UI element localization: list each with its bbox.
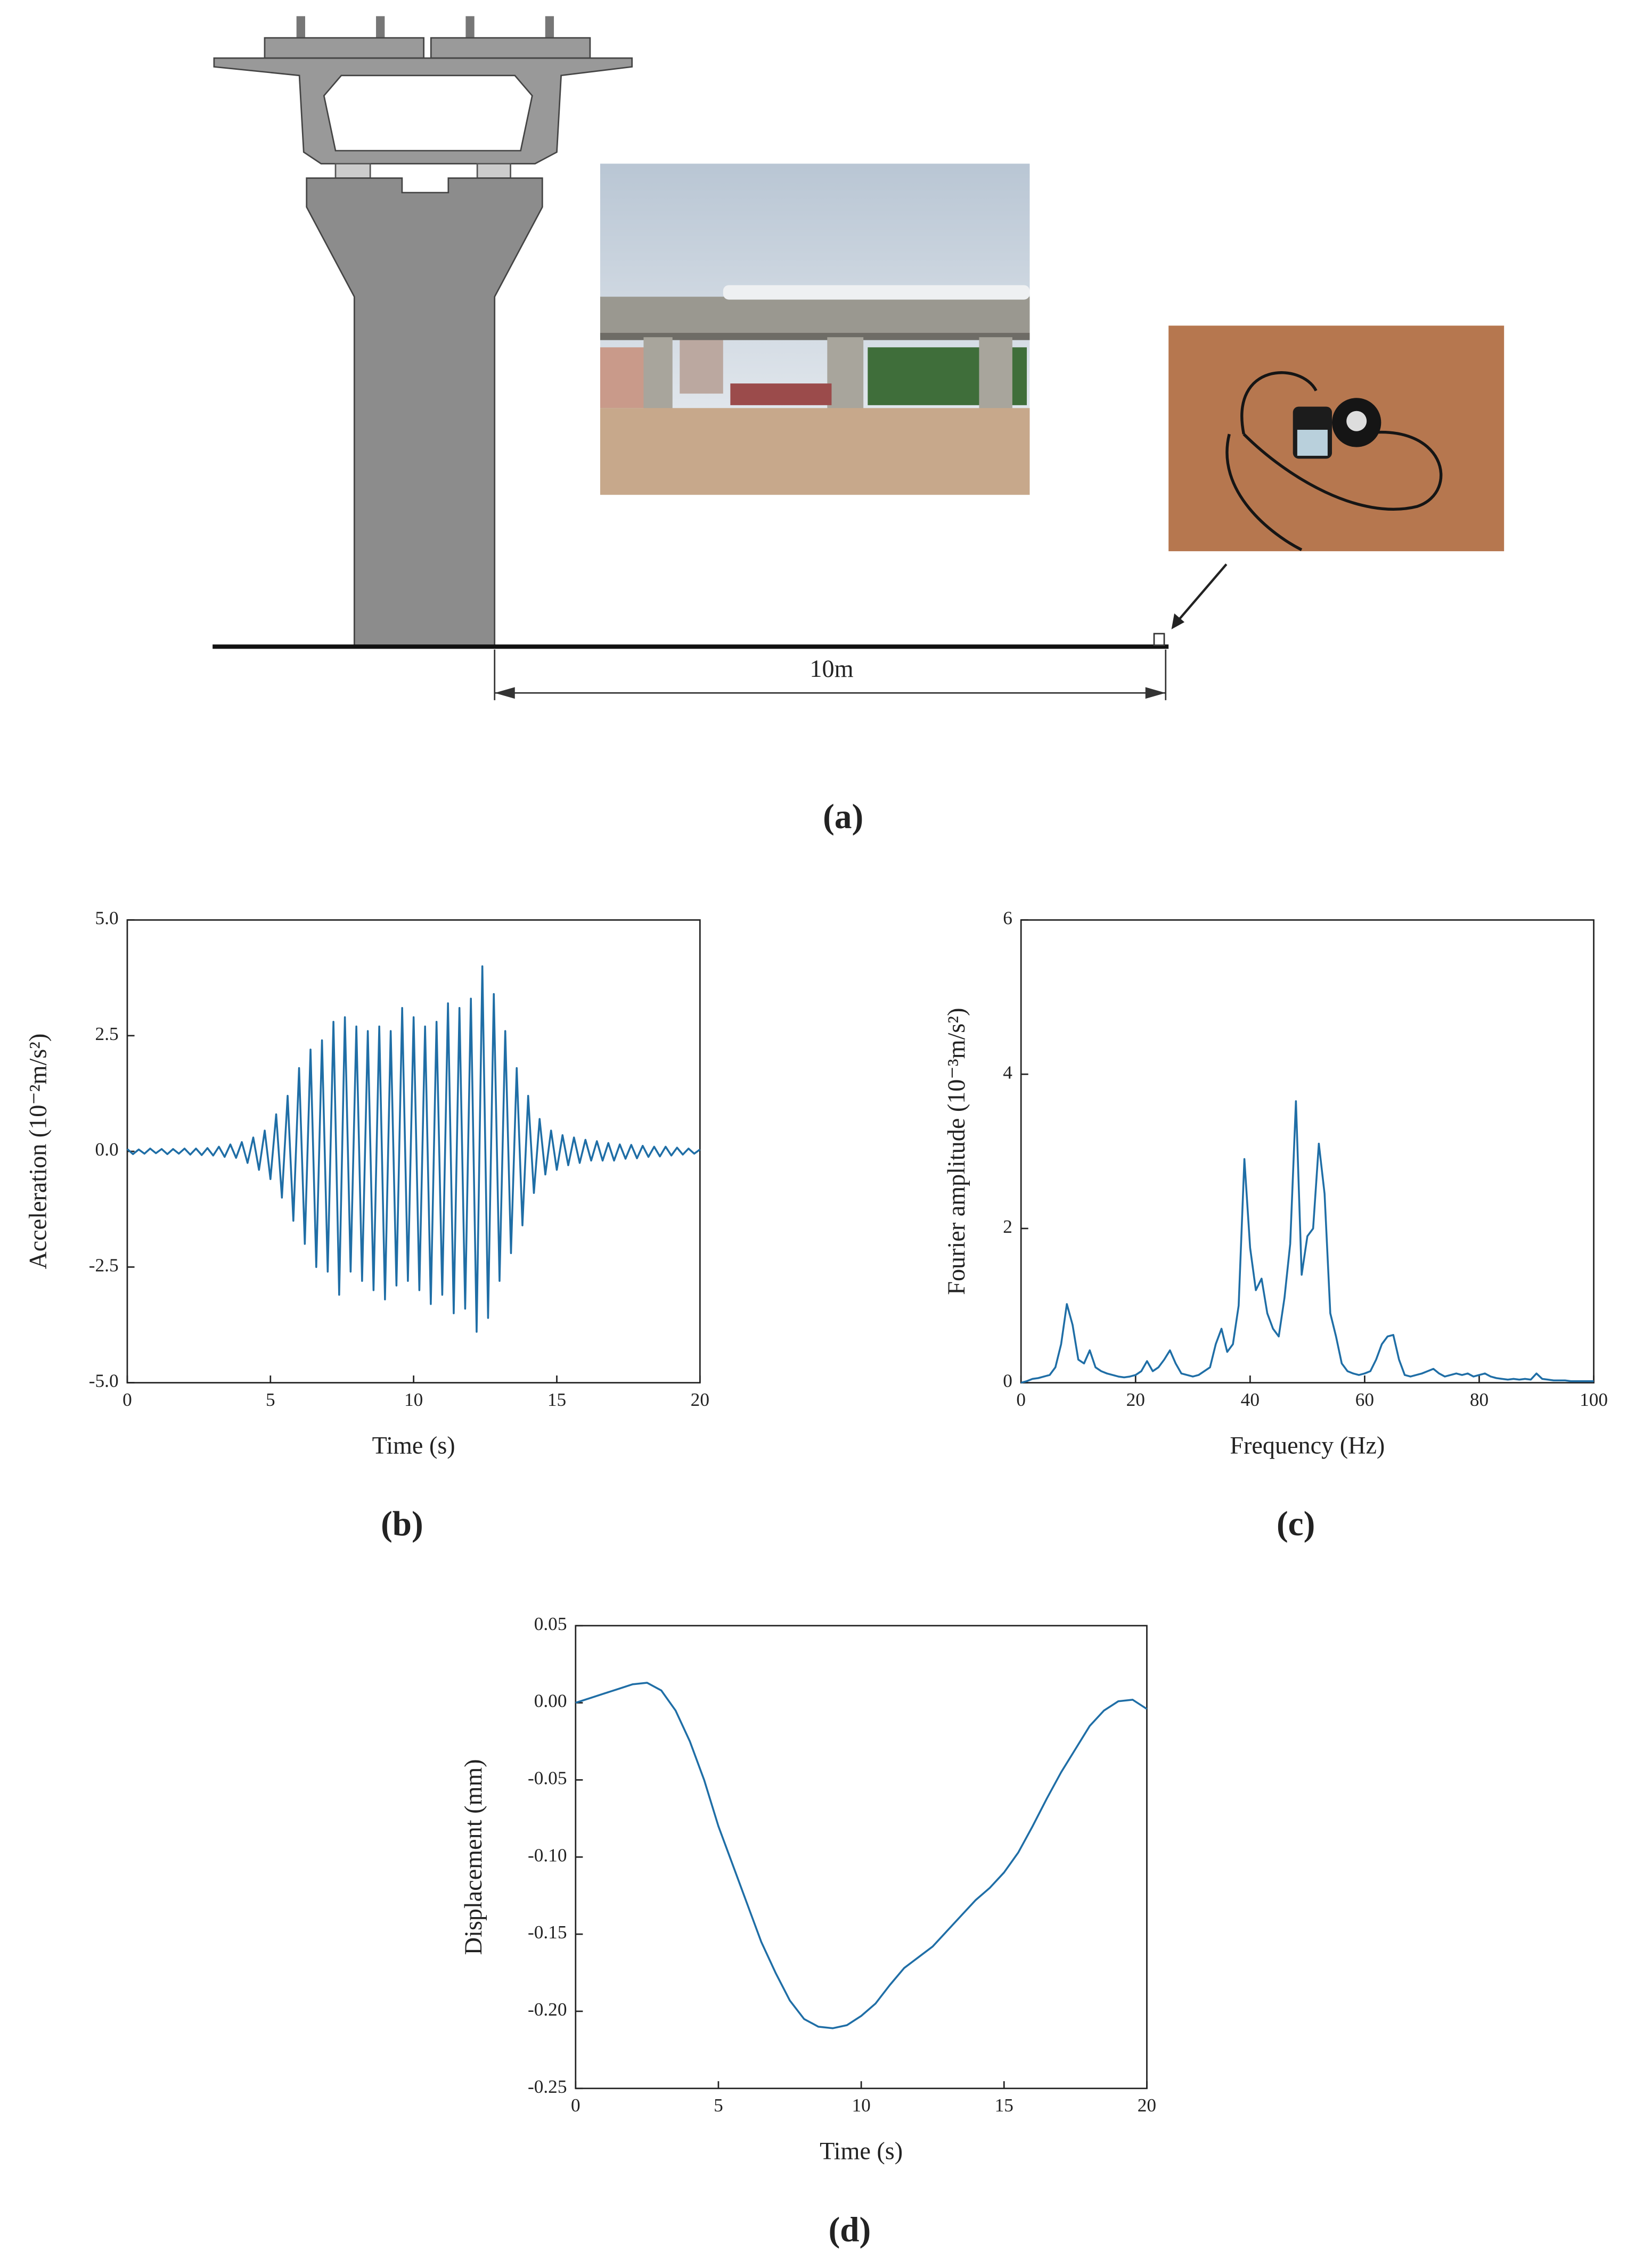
y-tick-label: 6	[1003, 908, 1012, 929]
y-tick-label: -5.0	[89, 1371, 119, 1391]
box-girder	[213, 57, 633, 165]
y-tick-label: -0.15	[528, 1922, 567, 1943]
rail	[465, 16, 475, 39]
bridge-diagram: 10m	[212, 16, 1228, 700]
x-tick-label: 15	[547, 1389, 566, 1410]
pointer-arrow	[1173, 563, 1228, 626]
panel-caption: (b)	[381, 1505, 423, 1543]
x-tick-label: 0	[122, 1389, 132, 1410]
rail	[376, 16, 385, 39]
y-axis-label: Fourier amplitude (10⁻³m/s²)	[943, 1008, 970, 1295]
data-line	[126, 965, 701, 1333]
x-tick-label: 5	[714, 2095, 723, 2116]
x-tick-label: 0	[1016, 1389, 1026, 1410]
plot-frame	[575, 1625, 1148, 2090]
y-tick-label: 2.5	[95, 1024, 119, 1044]
y-tick-label: -0.25	[528, 2076, 567, 2097]
x-tick-label: 80	[1470, 1389, 1489, 1410]
sensor-photo	[1168, 325, 1505, 552]
x-axis-label: Time (s)	[372, 1431, 455, 1459]
x-tick-label: 40	[1241, 1389, 1260, 1410]
x-tick-label: 60	[1355, 1389, 1374, 1410]
data-line	[1020, 1100, 1594, 1384]
bearing	[334, 163, 371, 179]
y-tick-label: 5.0	[95, 908, 119, 929]
x-tick-label: 100	[1580, 1389, 1608, 1410]
x-tick-label: 20	[1138, 2095, 1156, 2116]
pier	[306, 177, 543, 648]
y-tick-label: -0.05	[528, 1768, 567, 1789]
y-tick-label: -0.20	[528, 1999, 567, 2020]
data-line	[575, 1682, 1148, 2029]
y-tick-label: 4	[1003, 1062, 1012, 1083]
y-tick-label: 2	[1003, 1216, 1012, 1237]
panel-caption: (c)	[1277, 1505, 1315, 1543]
x-tick-label: 10	[404, 1389, 423, 1410]
plot-frame	[1020, 919, 1595, 1383]
x-tick-label: 10	[852, 2095, 870, 2116]
sensor-marker	[1153, 633, 1165, 646]
x-tick-label: 15	[995, 2095, 1013, 2116]
x-tick-label: 20	[691, 1389, 709, 1410]
x-axis-label: Time (s)	[820, 2138, 903, 2165]
y-tick-label: 0	[1003, 1371, 1012, 1391]
track-slab	[430, 37, 591, 59]
y-tick-label: -0.10	[528, 1845, 567, 1865]
track-slab	[264, 37, 425, 59]
bearing	[476, 163, 511, 179]
x-tick-label: 0	[571, 2095, 581, 2116]
rail	[296, 16, 305, 39]
rail	[545, 16, 554, 39]
panel-caption: (a)	[823, 798, 863, 836]
x-tick-label: 5	[266, 1389, 275, 1410]
plot-frame	[126, 919, 701, 1383]
arrow-head	[1171, 613, 1185, 629]
site-photo	[600, 163, 1030, 495]
y-axis-label: Displacement (mm)	[460, 1759, 487, 1955]
panel-caption: (d)	[829, 2210, 871, 2249]
dimension-label: 10m	[810, 655, 853, 682]
y-tick-label: 0.00	[534, 1691, 567, 1712]
x-tick-label: 20	[1126, 1389, 1145, 1410]
y-tick-label: 0.05	[534, 1614, 567, 1634]
x-axis-label: Frequency (Hz)	[1230, 1431, 1385, 1459]
y-tick-label: -2.5	[89, 1255, 119, 1275]
y-tick-label: 0.0	[95, 1139, 119, 1160]
y-axis-label: Acceleration (10⁻²m/s²)	[24, 1034, 52, 1270]
